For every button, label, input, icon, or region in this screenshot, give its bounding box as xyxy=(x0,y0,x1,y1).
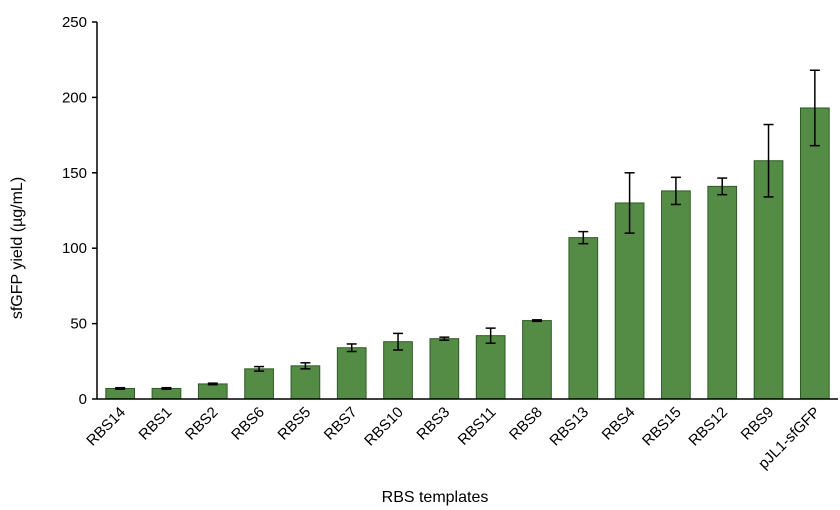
y-tick-label: 200 xyxy=(62,89,87,106)
y-axis-title: sfGFP yield (µg/mL) xyxy=(9,177,26,319)
error-bar xyxy=(161,386,172,390)
error-bar xyxy=(809,69,820,147)
x-tick-label: RBS9 xyxy=(738,404,778,444)
x-tick-label: RBS8 xyxy=(506,404,546,444)
error-bar xyxy=(578,230,589,245)
x-tick-label: RBS5 xyxy=(275,404,315,444)
x-tick-label: RBS3 xyxy=(413,404,453,444)
bar-rbs4 xyxy=(614,202,645,400)
bar-rbs6 xyxy=(244,368,274,400)
error-bar xyxy=(717,177,728,196)
error-bar xyxy=(670,176,681,206)
error-bar xyxy=(439,336,450,341)
bar-rbs13 xyxy=(568,237,599,400)
error-bar xyxy=(485,327,496,344)
error-bar xyxy=(763,123,774,198)
bar-rbs14 xyxy=(105,387,136,400)
y-tick-label: 0 xyxy=(79,391,87,408)
x-tick-label: RBS1 xyxy=(136,404,176,444)
x-axis: RBS14 RBS1 RBS2 RBS6 RBS5 RBS7 RBS10 RBS3 RBS11 R… xyxy=(83,398,838,472)
x-tick-label: RBS12 xyxy=(685,404,731,450)
bars xyxy=(105,107,830,400)
bar-rbs8 xyxy=(522,320,552,400)
bar-pjl1-sfgfp xyxy=(799,107,830,400)
y-tick-label: 100 xyxy=(62,240,87,257)
bar-rbs15 xyxy=(661,190,691,400)
x-tick-label: RBS4 xyxy=(599,404,639,444)
x-tick-label: RBS7 xyxy=(321,404,361,444)
error-bar xyxy=(531,319,542,323)
bar-rbs11 xyxy=(475,335,506,400)
error-bar xyxy=(207,382,218,386)
error-bar xyxy=(300,362,311,370)
x-tick-label: RBS10 xyxy=(361,404,407,450)
bar-rbs1 xyxy=(151,387,182,400)
bar-rbs5 xyxy=(290,365,321,400)
bar-rbs2 xyxy=(197,383,228,400)
x-tick-label: RBS13 xyxy=(546,404,592,450)
y-tick-label: 150 xyxy=(62,165,87,182)
bar-rbs7 xyxy=(336,347,367,400)
error-bar xyxy=(393,332,404,351)
x-tick-label: RBS14 xyxy=(83,404,129,450)
y-tick-label: 50 xyxy=(70,316,87,333)
x-tick-label: RBS15 xyxy=(639,404,685,450)
bar-rbs9 xyxy=(753,160,784,400)
x-tick-label: RBS6 xyxy=(228,404,268,444)
bar-rbs3 xyxy=(429,338,460,400)
error-bar xyxy=(624,172,635,234)
error-bar xyxy=(115,386,126,390)
y-axis: 0 50 100 150 200 250 xyxy=(62,14,98,408)
x-axis-title: RBS templates xyxy=(382,489,489,506)
x-tick-label: RBS11 xyxy=(455,404,500,449)
bar-rbs12 xyxy=(707,185,738,400)
y-tick-label: 250 xyxy=(62,14,87,31)
error-bar xyxy=(254,365,265,372)
x-tick-label: RBS2 xyxy=(182,404,222,444)
error-bars xyxy=(115,69,820,390)
error-bar xyxy=(346,343,357,353)
